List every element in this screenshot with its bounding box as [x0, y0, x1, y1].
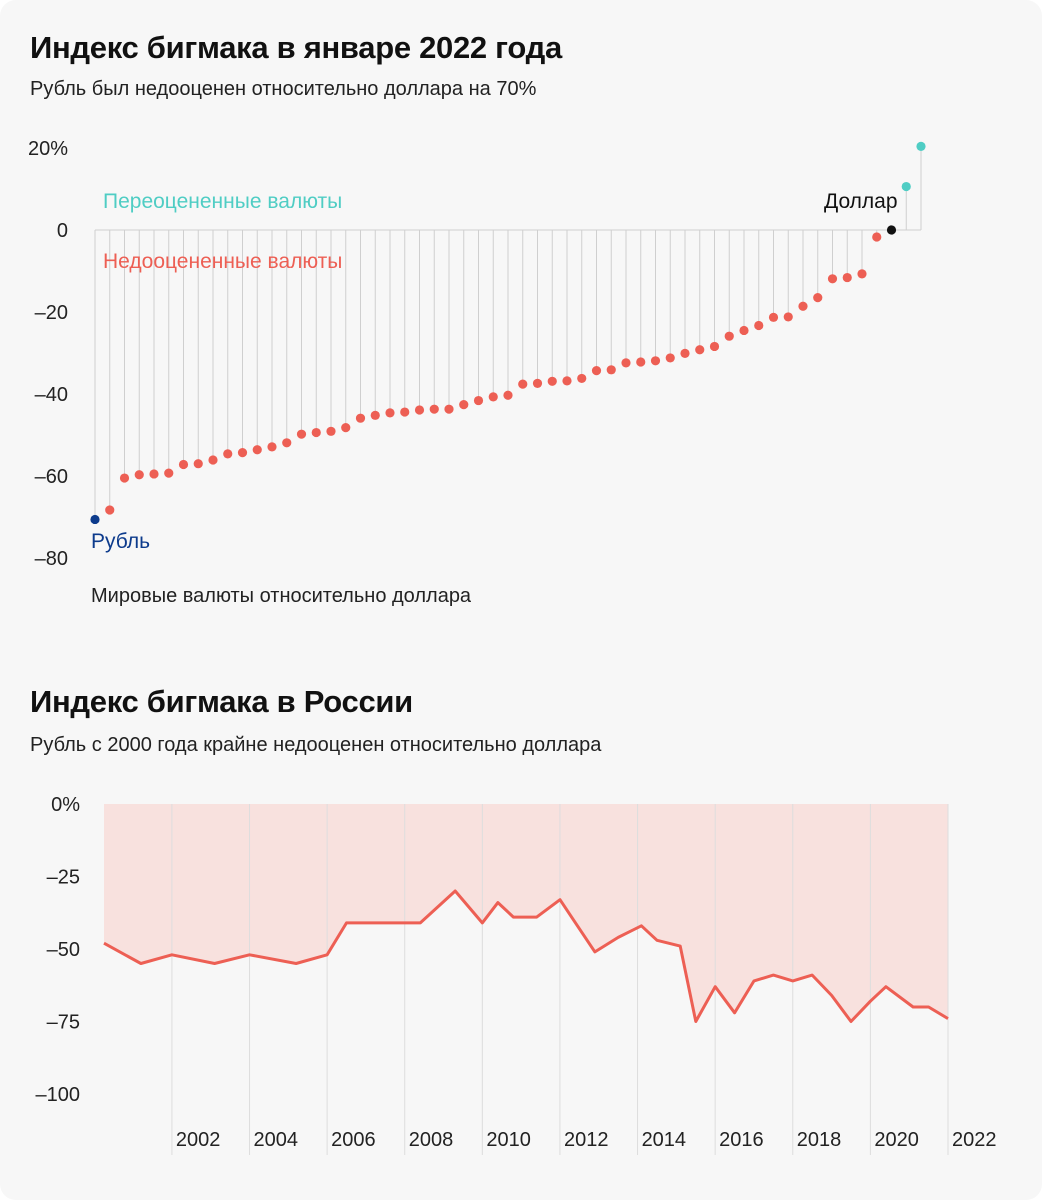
currency-dot	[503, 390, 513, 400]
xtick-label: 2002	[176, 1129, 221, 1151]
currency-dot	[606, 365, 616, 375]
currency-dot	[813, 293, 823, 303]
currency-dot	[134, 470, 144, 480]
currency-dot	[237, 448, 248, 458]
annotation-ruble: Рубль	[91, 530, 150, 553]
currency-dot	[636, 357, 646, 367]
currency-dot	[252, 445, 262, 455]
currency-dot	[267, 442, 277, 452]
currency-dot	[473, 395, 484, 406]
currency-dot	[444, 404, 454, 414]
currency-dot	[105, 505, 115, 515]
currency-dot	[695, 345, 705, 355]
currency-dot	[783, 312, 793, 322]
currency-dot	[296, 429, 307, 439]
xtick-label: 2006	[331, 1129, 376, 1151]
xtick-label: 2004	[254, 1129, 299, 1151]
currency-dot	[901, 181, 911, 192]
currency-dot	[341, 423, 351, 433]
currency-dot	[562, 376, 572, 386]
currency-dot	[650, 356, 661, 366]
ytick-label: –100	[36, 1084, 81, 1106]
currency-dot	[119, 473, 130, 483]
currency-dot	[872, 232, 882, 242]
ytick-label: –20	[35, 302, 68, 324]
legend-overvalued: Переоцененные валюты	[103, 190, 342, 213]
currency-dot	[842, 272, 852, 283]
currency-dot	[768, 312, 779, 322]
xtick-label: 2014	[642, 1129, 687, 1151]
ytick-label: 20%	[28, 138, 68, 160]
ytick-label: –25	[47, 867, 80, 889]
currency-dot	[208, 455, 218, 465]
chart1-title: Индекс бигмака в январе 2022 года	[30, 30, 562, 65]
ytick-label: 0%	[51, 794, 80, 816]
xtick-label: 2020	[874, 1129, 919, 1151]
currency-dot	[518, 379, 528, 389]
currency-dot	[178, 459, 189, 470]
currency-dot	[400, 407, 410, 417]
ytick-label: –80	[35, 548, 68, 570]
russia-index-line	[103, 889, 949, 1023]
currency-dot	[311, 427, 321, 438]
currency-dot	[621, 358, 631, 368]
chart1-xlabel: Мировые валюты относительно доллара	[91, 585, 472, 607]
xtick-label: 2018	[797, 1129, 842, 1151]
currency-dot	[665, 353, 675, 363]
currency-dot	[886, 225, 897, 235]
currency-dot	[326, 426, 336, 436]
xtick-label: 2016	[719, 1129, 764, 1151]
ytick-label: 0	[57, 220, 68, 242]
ytick-label: –40	[35, 384, 68, 406]
currency-dot	[739, 325, 749, 336]
currency-dot	[827, 274, 838, 284]
currency-dot	[547, 376, 557, 386]
chart2-subtitle: Рубль с 2000 года крайне недооценен отно…	[30, 734, 602, 756]
currency-dot	[149, 469, 159, 479]
currency-dot	[385, 408, 395, 418]
annotation-dollar: Доллар	[824, 190, 898, 213]
chart2-title: Индекс бигмака в России	[30, 684, 413, 719]
bigmac-world-chart: 20% 0 –20 –40 –60 –80 Переоцененные валюты Не…	[28, 138, 926, 607]
currency-dot	[370, 410, 380, 420]
currency-dot	[857, 269, 867, 279]
bigmac-russia-chart: 0% –25 –50 –75 –100 2002 2004 2006 2008 2010 2012…	[36, 794, 997, 1155]
currency-dot	[577, 373, 587, 384]
legend-undervalued: Недооцененные валюты	[103, 250, 342, 273]
currency-dot	[223, 449, 233, 459]
undervaluation-area	[104, 804, 948, 1022]
currency-dot	[680, 348, 690, 359]
currency-dot	[414, 405, 425, 415]
xtick-label: 2022	[952, 1129, 997, 1151]
currency-dot	[591, 366, 602, 376]
currency-dot	[798, 301, 808, 311]
currency-dot	[488, 392, 498, 402]
xtick-label: 2008	[409, 1129, 454, 1151]
currency-dot	[459, 400, 469, 410]
currency-dot	[429, 404, 439, 414]
currency-dot	[916, 141, 926, 151]
currency-dot	[90, 514, 100, 525]
currency-dot	[282, 438, 292, 448]
currency-dot	[724, 331, 734, 341]
xtick-label: 2012	[564, 1129, 609, 1151]
ytick-label: –50	[47, 939, 80, 961]
currency-dot	[532, 378, 543, 388]
currency-dot	[193, 459, 203, 469]
ytick-label: –75	[47, 1012, 80, 1034]
currency-dot	[164, 468, 174, 478]
ytick-label: –60	[35, 466, 68, 488]
xtick-label: 2010	[486, 1129, 531, 1151]
currency-dot	[754, 320, 764, 331]
currency-dot	[355, 413, 366, 423]
currency-dot	[709, 341, 720, 352]
chart1-subtitle: Рубль был недооценен относительно доллар…	[30, 78, 537, 100]
